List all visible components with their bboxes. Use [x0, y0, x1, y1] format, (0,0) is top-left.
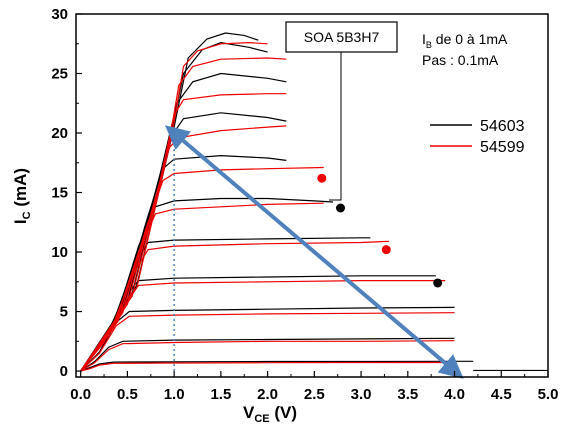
- x-tick-label: 1.0: [164, 386, 185, 403]
- x-tick-label: 4.5: [491, 386, 512, 403]
- x-tick-label: 1.5: [210, 386, 231, 403]
- series-54603-curve-6: [80, 154, 287, 372]
- series-54599-curve-4: [80, 240, 390, 372]
- ib-range-label: IB de 0 à 1mA: [422, 31, 508, 50]
- legend-label-54603: 54603: [480, 118, 525, 135]
- limit-marker-1: [336, 203, 346, 213]
- x-tick-label: 0.0: [70, 386, 91, 403]
- y-axis-title-unit: (mA): [11, 168, 30, 211]
- series-54599-curve-8: [80, 93, 287, 372]
- soa-box-label: SOA 5B3H7: [304, 29, 380, 45]
- x-tick-label: 5.0: [538, 386, 559, 403]
- y-axis-title: IC (mA): [11, 168, 33, 224]
- soa-annotation: SOA 5B3H7: [285, 21, 398, 201]
- ib-label-sub: B: [426, 40, 432, 50]
- series-54599-curve-9: [80, 57, 287, 372]
- x-tick-label: 4.0: [444, 386, 465, 403]
- series-54599-curve-1: [80, 340, 455, 372]
- series-54599-curve-3: [80, 280, 446, 372]
- x-axis-ticks: 0.0 0.5 1.0 1.5 2.0 2.5 3.0 3.5 4.0 4.5 5.0: [70, 371, 558, 403]
- y-tick-label: 15: [51, 185, 68, 202]
- y-axis-title-sub: C: [21, 211, 33, 219]
- ib-label-main: I: [422, 31, 426, 47]
- x-axis-title-main: V: [243, 403, 255, 422]
- y-tick-label: 30: [51, 6, 68, 23]
- limit-marker-0: [317, 173, 327, 183]
- y-tick-label: 20: [51, 125, 68, 142]
- legend: 54603 54599: [430, 118, 525, 156]
- x-axis-title-sub: CE: [254, 413, 269, 425]
- y-axis-ticks: 0 5 10 15 20 25 30: [51, 6, 82, 380]
- y-axis-title-main: I: [11, 219, 30, 224]
- curve-group: [80, 32, 548, 372]
- plot-frame: [75, 13, 549, 378]
- series-54603-curve-8: [80, 72, 287, 372]
- x-axis-title: VCE (V): [243, 403, 297, 425]
- x-axis-title-unit: (V): [270, 403, 297, 422]
- x-tick-label: 2.5: [304, 386, 325, 403]
- step-label: Pas : 0.1mA: [422, 52, 499, 68]
- y-tick-label: 25: [51, 66, 68, 83]
- y-tick-label: 0: [60, 363, 68, 380]
- series-54599-curve-0: [80, 361, 455, 372]
- ib-label-rest: de 0 à 1mA: [432, 31, 508, 47]
- soa-box: [285, 21, 398, 53]
- legend-label-54599: 54599: [480, 139, 525, 156]
- x-tick-label: 2.0: [257, 386, 278, 403]
- y-tick-label: 5: [60, 304, 68, 321]
- load-line-arrow: [164, 125, 464, 379]
- x-tick-label: 3.0: [351, 386, 372, 403]
- soa-leader-line: [329, 52, 342, 201]
- x-tick-label: 0.5: [117, 386, 138, 403]
- x-tick-label: 3.5: [397, 386, 418, 403]
- overlay-group: [164, 125, 464, 379]
- limit-marker-3: [433, 278, 443, 288]
- series-54599-curve-10: [80, 41, 268, 372]
- limit-marker-2: [381, 245, 391, 255]
- y-tick-label: 10: [51, 244, 68, 261]
- series-54603-curve-9: [80, 41, 268, 372]
